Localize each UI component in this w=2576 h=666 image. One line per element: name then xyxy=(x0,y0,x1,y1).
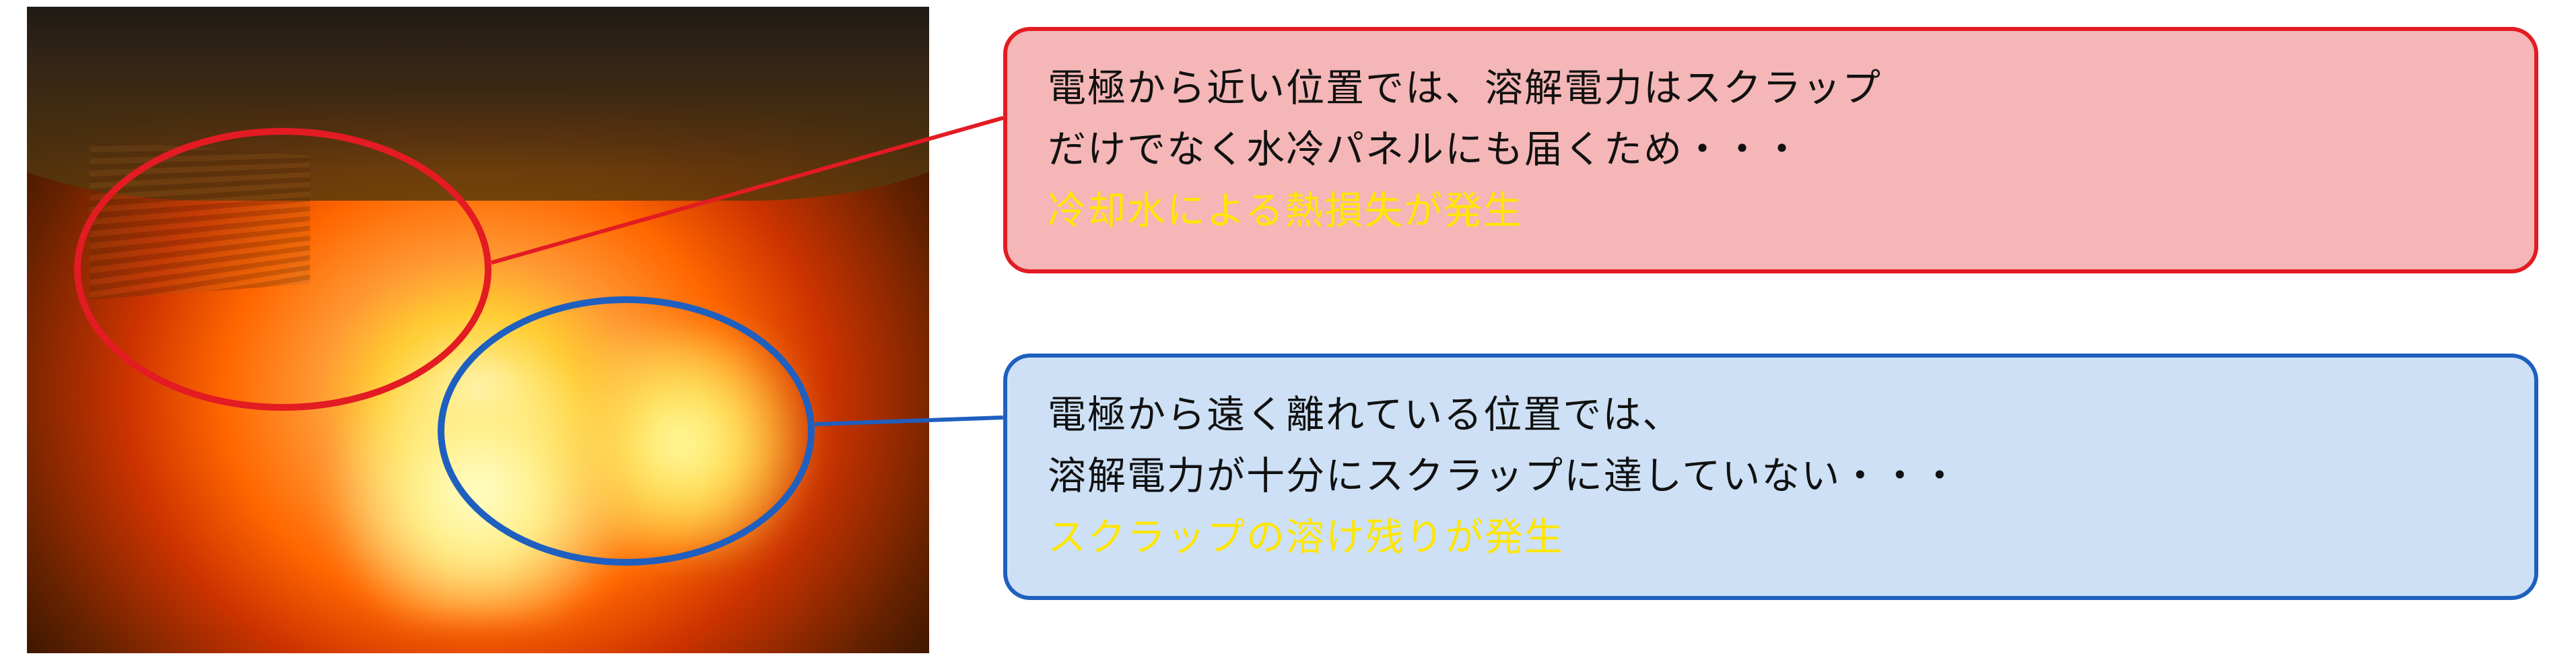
callout-highlight-text: スクラップの溶け残りが発生 xyxy=(1048,507,2494,568)
callout-text-line: 電極から近い位置では、溶解電力はスクラップ xyxy=(1048,58,2494,119)
red-circle-marker xyxy=(74,128,492,411)
blue-callout-box: 電極から遠く離れている位置では、 溶解電力が十分にスクラップに達していない・・・… xyxy=(1003,354,2538,600)
diagram-container: 電極から近い位置では、溶解電力はスクラップ だけでなく水冷パネルにも届くため・・… xyxy=(0,0,2576,666)
callout-highlight-text: 冷却水による熱損失が発生 xyxy=(1048,180,2494,242)
callout-text-line: 電極から遠く離れている位置では、 xyxy=(1048,385,2494,446)
blue-circle-marker xyxy=(438,296,815,566)
callout-text-line: 溶解電力が十分にスクラップに達していない・・・ xyxy=(1048,446,2494,507)
red-callout-box: 電極から近い位置では、溶解電力はスクラップ だけでなく水冷パネルにも届くため・・… xyxy=(1003,27,2538,273)
callout-text-line: だけでなく水冷パネルにも届くため・・・ xyxy=(1048,119,2494,180)
